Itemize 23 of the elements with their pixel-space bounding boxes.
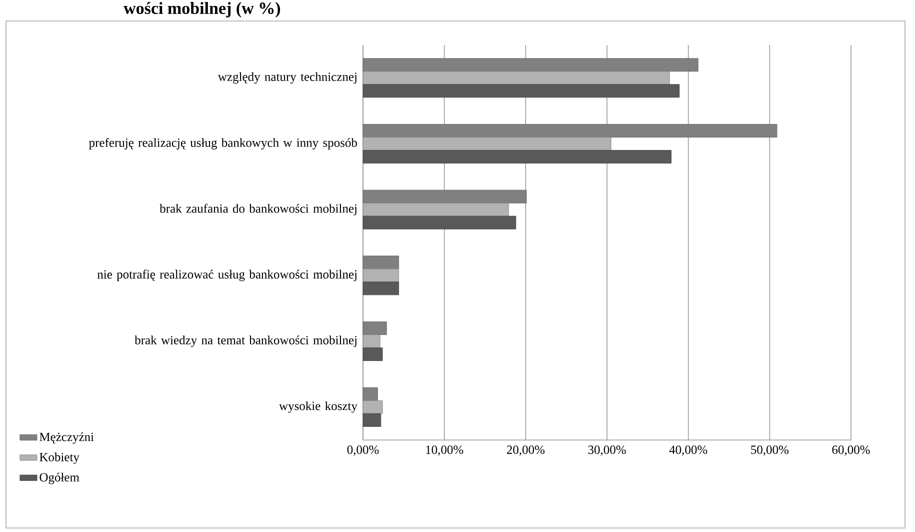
x-tick-label: 50,00%	[751, 446, 789, 456]
x-tick-label: 40,00%	[669, 446, 708, 456]
y-tick-label: wysokie koszty	[279, 401, 358, 413]
y-tick-label: brak wiedzy na temat bankowości mobilnej	[134, 336, 356, 347]
y-tick-label: nie potrafię realizować usług bankowości mobilnej	[97, 270, 356, 282]
legend-label: Ogółem	[40, 472, 80, 484]
bar	[362, 413, 382, 427]
bar	[362, 150, 672, 164]
legend-label: Kobiety	[40, 452, 80, 464]
bar	[362, 282, 399, 296]
y-tick-label: względy natury technicznej	[218, 72, 356, 84]
x-tick-label: 0,00%	[347, 446, 379, 456]
y-tick-label: preferuję realizację usług bankowych w inny sposób	[89, 138, 357, 150]
x-tick-label: 10,00%	[426, 446, 464, 456]
bar	[362, 348, 383, 361]
text: wości mobilnej (w %)	[124, 2, 280, 18]
x-tick-label: 60,00%	[832, 446, 870, 456]
y-tick-label: brak zaufania do bankowości mobilnej	[160, 204, 356, 216]
bar	[362, 84, 680, 98]
x-tick-label: 20,00%	[506, 446, 545, 456]
bar	[362, 216, 516, 230]
x-tick-label: 30,00%	[588, 446, 626, 456]
legend-label: Mężczyźni	[40, 432, 94, 444]
